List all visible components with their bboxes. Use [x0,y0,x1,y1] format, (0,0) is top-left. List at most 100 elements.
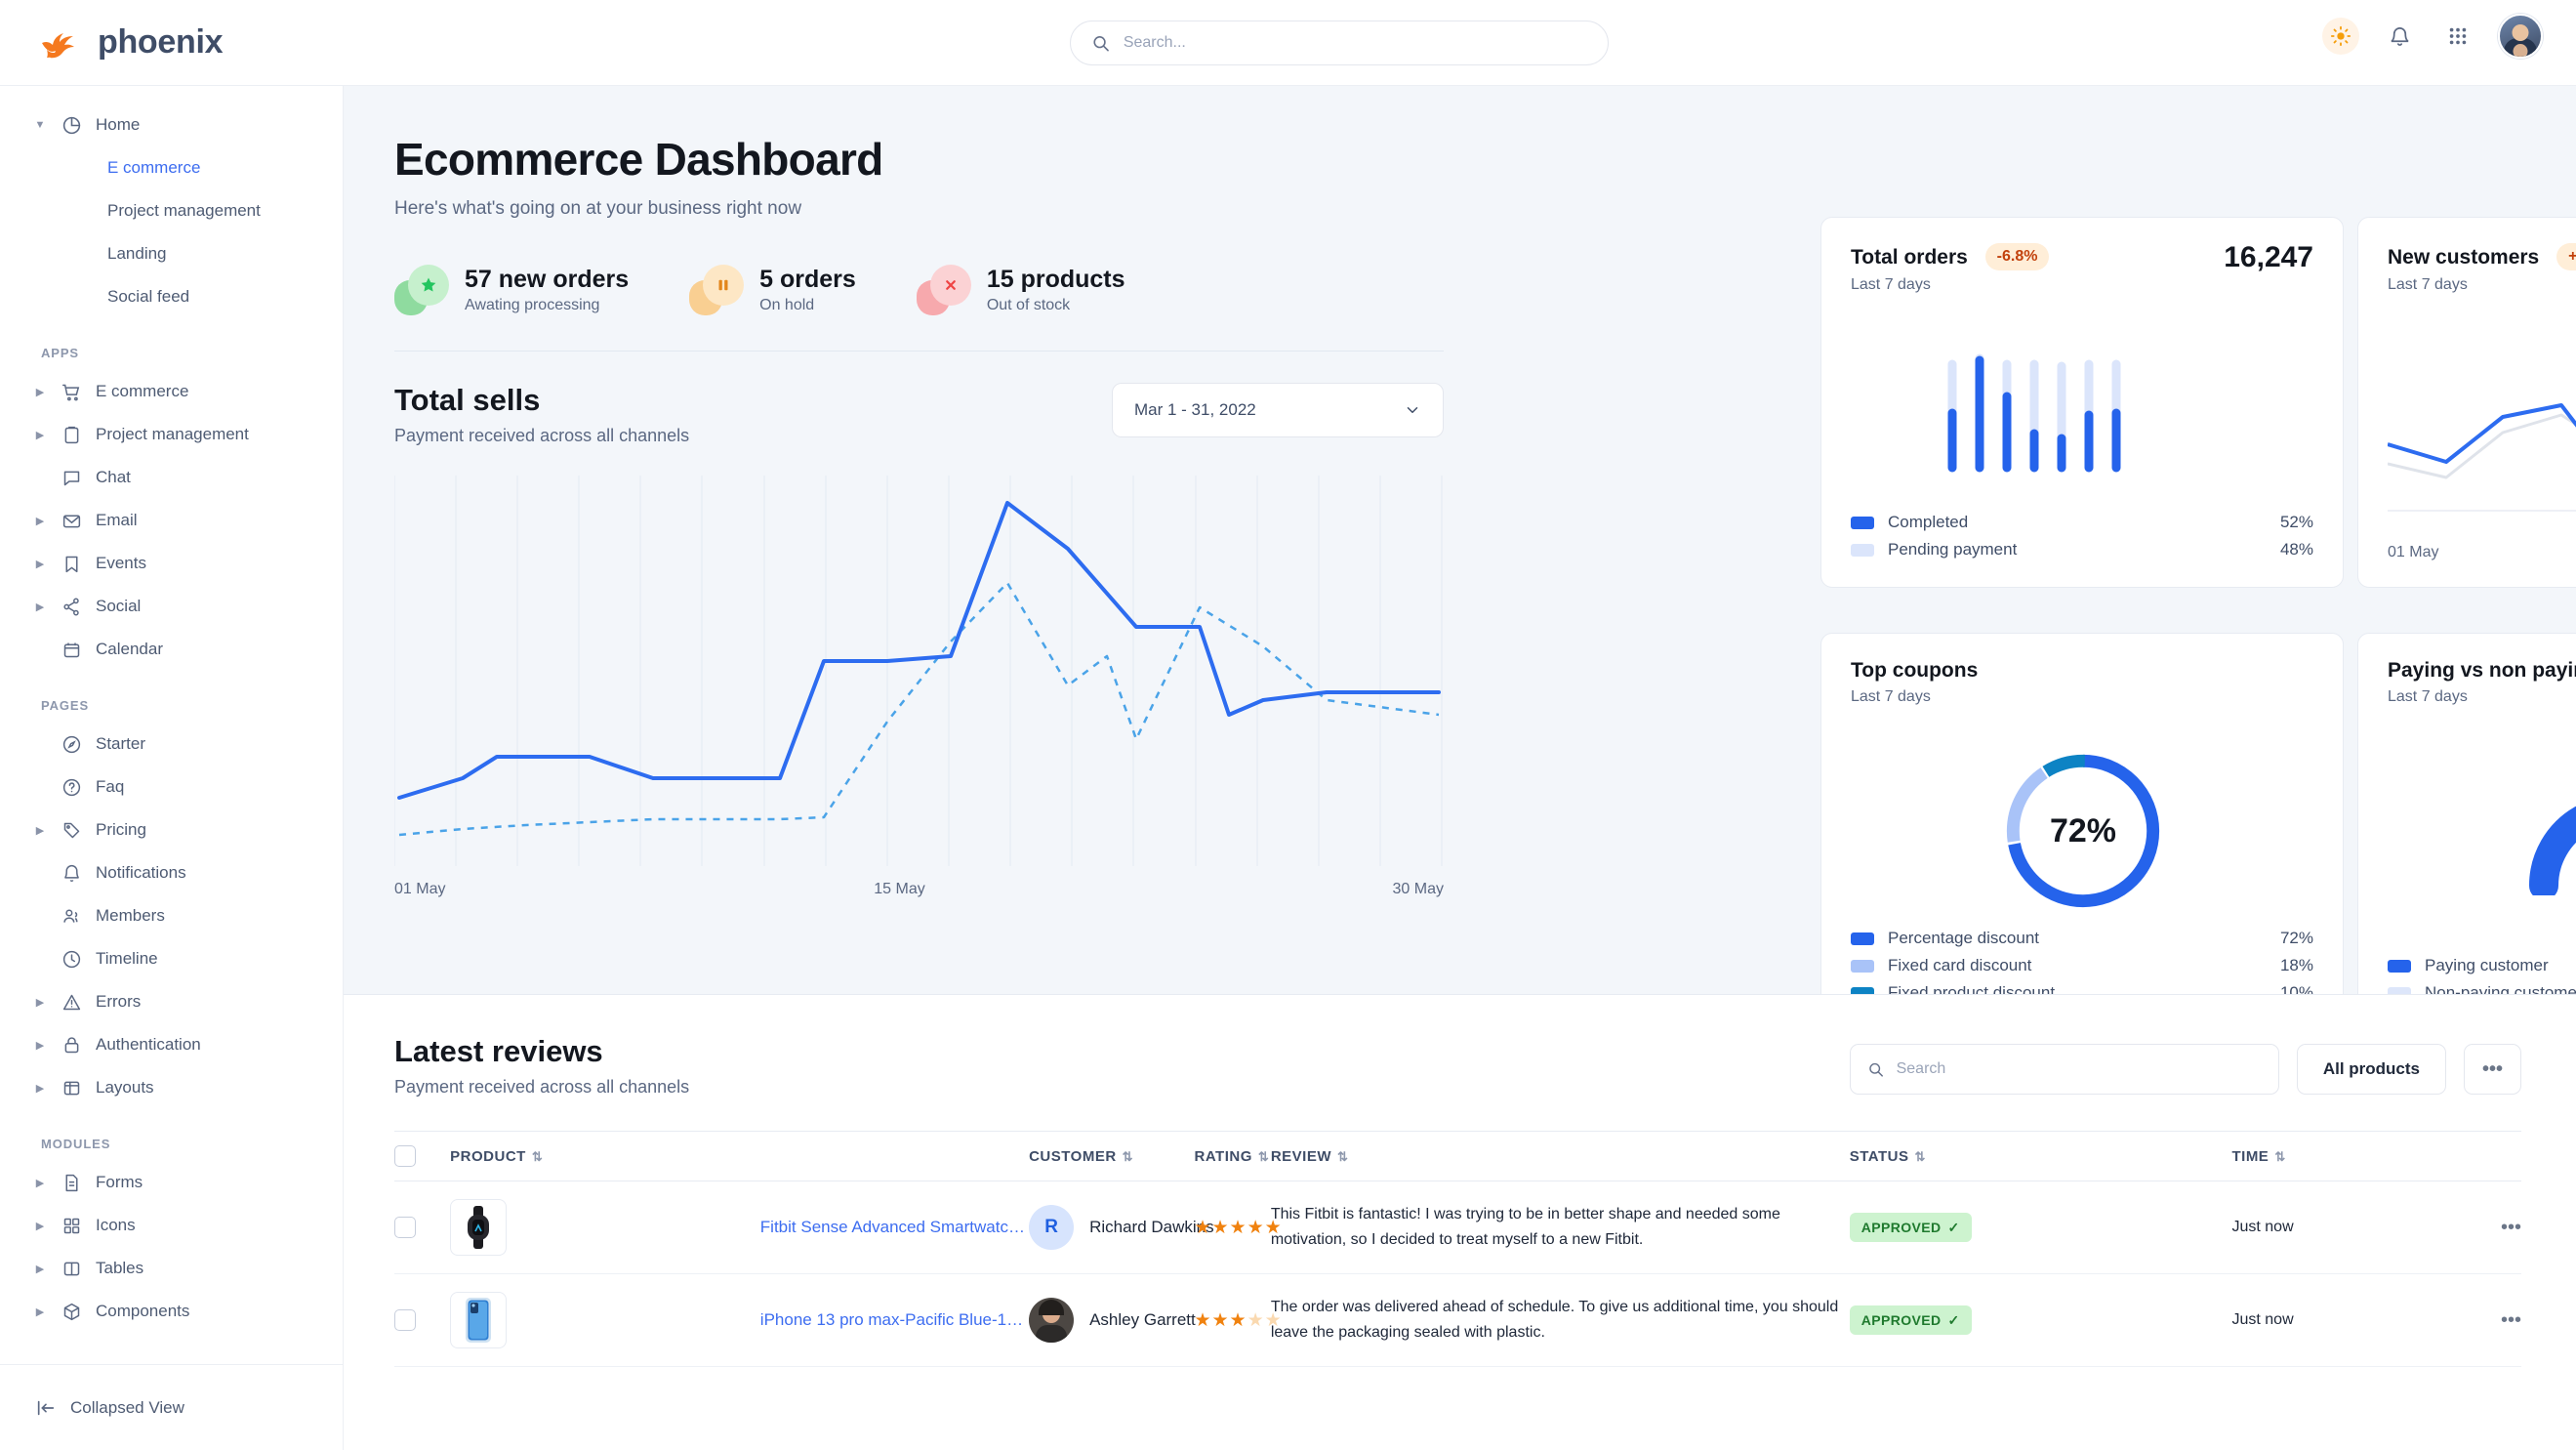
sidebar-item-icons[interactable]: ▶ Icons [0,1204,343,1247]
brand-logo-area[interactable]: phoenix [0,23,344,62]
sidebar-item-starter[interactable]: ▶ Starter [0,723,343,766]
row-more-options-button[interactable]: ••• [2418,1181,2521,1274]
sidebar-item-project-management[interactable]: ▶ Project management [0,413,343,456]
product-link[interactable]: Fitbit Sense Advanced Smartwatch with To… [759,1218,1029,1236]
sidebar-item-tables[interactable]: ▶ Tables [0,1247,343,1290]
chat-bubble-icon [59,465,84,490]
sidebar-item-members[interactable]: ▶ Members [0,894,343,937]
sidebar-item-home[interactable]: ▼ Home [0,104,343,146]
sidebar-subitem-e-commerce[interactable]: E commerce [0,146,343,189]
package-box-icon [59,1299,84,1324]
top-coupons-donut-chart [2006,754,2160,908]
legend-swatch [1851,959,1874,973]
global-search-box[interactable] [1070,21,1609,65]
sidebar-item-faq[interactable]: ▶ Faq [0,766,343,808]
notifications-bell-icon[interactable] [2381,18,2418,55]
title-text: Total orders [1851,246,1968,269]
sidebar-item-label: Chat [96,468,131,486]
column-label: CUSTOMER [1029,1147,1117,1165]
sidebar-item-social[interactable]: ▶ Social [0,585,343,628]
column-product[interactable]: PRODUCT ⇅ [450,1131,1030,1181]
column-rating[interactable]: RATING ⇅ [1194,1131,1271,1181]
users-icon [59,903,84,929]
sidebar-subitem-project-management[interactable]: Project management [0,189,343,232]
row-checkbox[interactable] [394,1217,416,1238]
quick-stat-out-of-stock[interactable]: 15 products Out of stock [916,265,1125,315]
row-status-cell: APPROVED ✓ [1849,1181,2232,1274]
table-row[interactable]: iPhone 13 pro max-Pacific Blue-128GB sto… [394,1273,2521,1367]
user-avatar[interactable] [2498,14,2543,59]
column-label: RATING [1194,1147,1252,1165]
column-customer[interactable]: CUSTOMER ⇅ [1029,1131,1195,1181]
sidebar-item-label: Email [96,511,138,529]
all-products-button[interactable]: All products [2296,1044,2446,1095]
quick-stat-new-orders[interactable]: 57 new orders Awating processing [394,265,629,315]
chevron-right-icon: ▶ [35,1039,45,1052]
latest-reviews-table: PRODUCT ⇅ CUSTOMER ⇅ RATING ⇅ REVIEW ⇅ STATU… [394,1131,2521,1367]
sidebar-item-forms[interactable]: ▶ Forms [0,1161,343,1204]
legend-label: Pending payment [1888,540,2018,559]
row-more-options-button[interactable]: ••• [2418,1273,2521,1367]
quick-stat-on-hold[interactable]: 5 orders On hold [689,265,856,315]
date-range-select[interactable]: Mar 1 - 31, 2022 [1112,383,1444,437]
dashboard-top-zone: Ecommerce Dashboard Here's what's going … [344,86,2576,1033]
card-total-orders: Total orders -6.8% Last 7 days 16,247 [1820,217,2344,588]
donut-center-label: 72% [2049,811,2117,849]
column-time[interactable]: TIME ⇅ [2231,1131,2419,1181]
column-status[interactable]: STATUS ⇅ [1849,1131,2232,1181]
table-row[interactable]: Fitbit Sense Advanced Smartwatch with To… [394,1181,2521,1274]
row-checkbox[interactable] [394,1309,416,1331]
sidebar-subitem-social-feed[interactable]: Social feed [0,275,343,318]
question-circle-icon [59,774,84,800]
sidebar-item-e-commerce[interactable]: ▶ E commerce [0,370,343,413]
sidebar-item-events[interactable]: ▶ Events [0,542,343,585]
sidebar-item-label: Calendar [96,640,163,658]
table-header-row: PRODUCT ⇅ CUSTOMER ⇅ RATING ⇅ REVIEW ⇅ STATU… [394,1131,2521,1181]
select-all-checkbox[interactable] [394,1145,416,1167]
sidebar-item-email[interactable]: ▶ Email [0,499,343,542]
table-icon [59,1256,84,1281]
total-sells-chart: 01 May 15 May 30 May [393,476,1444,897]
sort-icon: ⇅ [1337,1148,1349,1164]
row-rating-cell: ★★★★★ [1194,1181,1282,1274]
check-icon: ✓ [1947,1311,1960,1328]
sidebar-item-label: Pricing [96,820,146,839]
sells-previous-series [398,581,1440,837]
row-rating-cell: ★★★★★ [1194,1273,1282,1367]
sidebar-item-calendar[interactable]: ▶ Calendar [0,628,343,671]
reviews-search-input[interactable] [1896,1060,2261,1078]
sidebar-item-pricing[interactable]: ▶ Pricing [0,808,343,851]
reviews-search-box[interactable] [1849,1044,2279,1095]
fitbit-watch-thumbnail [450,1199,508,1256]
sidebar-subitem-landing[interactable]: Landing [0,232,343,275]
legend-row: Fixed card discount 18% [1851,952,2313,979]
product-link[interactable]: iPhone 13 pro max-Pacific Blue-128GB sto… [759,1310,1029,1329]
theme-toggle-sun-icon[interactable] [2322,18,2359,55]
sidebar-collapse-toggle[interactable]: Collapsed View [0,1364,343,1450]
legend-row: Paying customer 30% [2388,952,2576,979]
sidebar-item-chat[interactable]: ▶ Chat [0,456,343,499]
legend-value: 48% [2279,540,2313,559]
calendar-icon [59,637,84,662]
sidebar-item-notifications[interactable]: ▶ Notifications [0,851,343,894]
search-icon [1093,35,1109,51]
sidebar: ▼ Home E commerce Project management Lan… [0,86,344,1450]
search-icon [1869,1062,1883,1077]
chevron-right-icon: ▶ [35,1263,45,1275]
sidebar-item-errors[interactable]: ▶ Errors [0,980,343,1023]
reviews-more-options-button[interactable]: ••• [2463,1044,2521,1095]
sort-icon: ⇅ [1122,1148,1134,1164]
global-search-input[interactable] [1123,34,1586,52]
sidebar-item-components[interactable]: ▶ Components [0,1290,343,1333]
sidebar-item-layouts[interactable]: ▶ Layouts [0,1066,343,1109]
total-sells-x-axis: 01 May 15 May 30 May [394,881,1444,898]
shopping-cart-icon [59,379,84,404]
column-review[interactable]: REVIEW ⇅ [1270,1131,1850,1181]
sidebar-item-timeline[interactable]: ▶ Timeline [0,937,343,980]
sidebar-item-authentication[interactable]: ▶ Authentication [0,1023,343,1066]
legend-row: Pending payment 48% [1851,536,2313,563]
apps-grid-icon[interactable] [2439,18,2476,55]
chevron-right-icon: ▶ [35,429,45,441]
lock-icon [59,1032,84,1057]
avatar [1029,1298,1075,1343]
